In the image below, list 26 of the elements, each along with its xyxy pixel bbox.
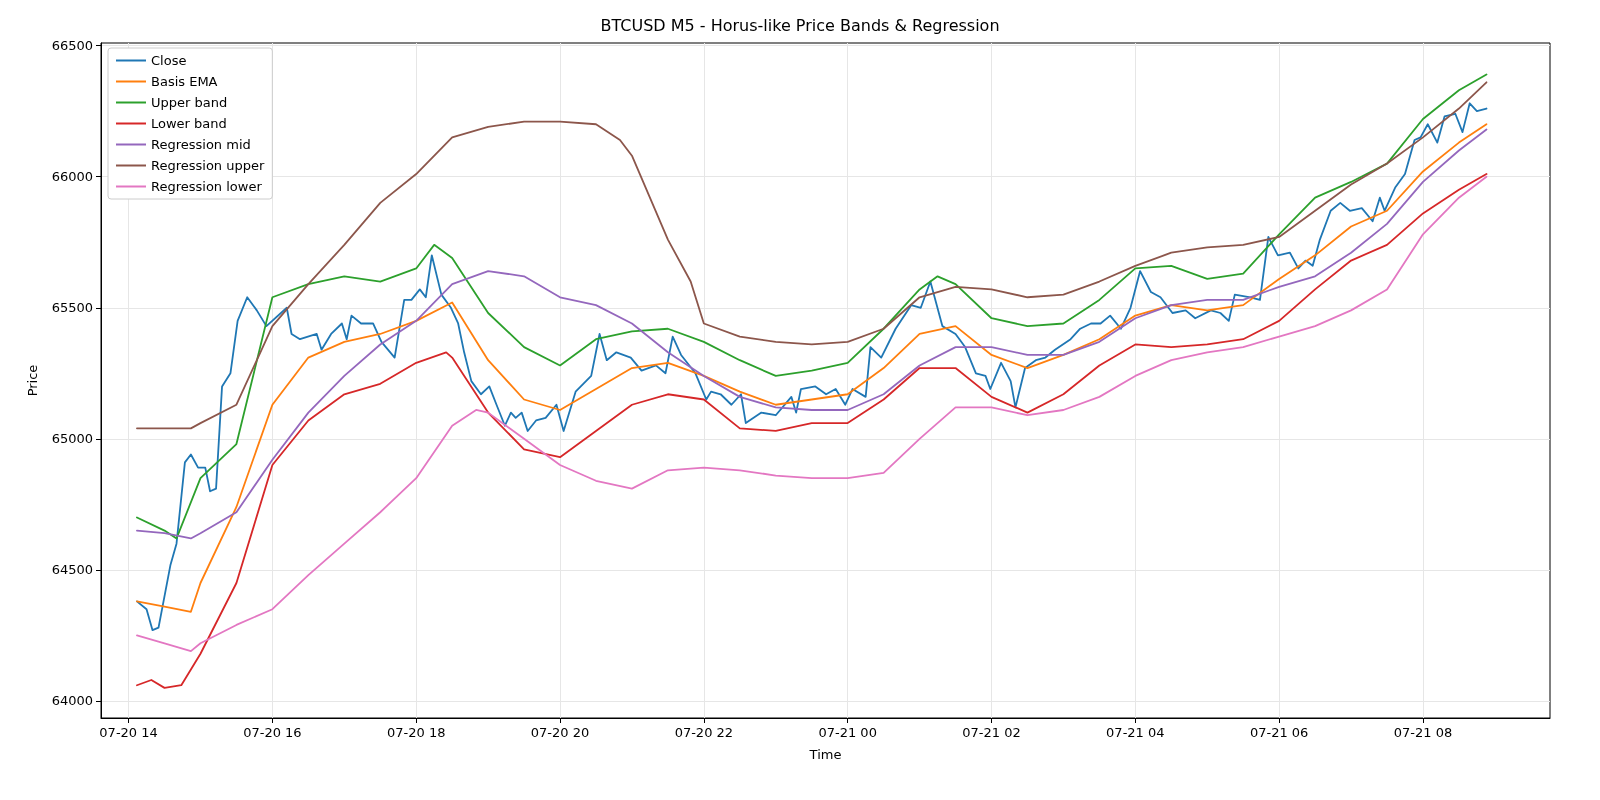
y-tick-label: 65500: [51, 300, 93, 316]
x-tick-label: 07-21 04: [1106, 725, 1165, 740]
y-axis-title: Price: [25, 364, 40, 397]
legend-label: Lower band: [151, 116, 227, 131]
legend-label: Regression lower: [151, 179, 263, 194]
y-tick-label: 64000: [51, 693, 93, 709]
x-tick-label: 07-21 06: [1249, 725, 1309, 740]
x-axis-title: Time: [808, 747, 842, 762]
x-tick-label: 07-20 18: [386, 725, 446, 740]
chart-title: BTCUSD M5 - Horus-like Price Bands & Regression: [600, 15, 1000, 35]
x-tick-label: 07-20 20: [530, 725, 590, 740]
x-tick-label: 07-20 22: [674, 725, 734, 740]
x-tick-label: 07-21 00: [818, 725, 877, 740]
y-tick-label: 66500: [51, 38, 93, 54]
x-tick-label: 07-21 02: [962, 725, 1021, 740]
legend-label: Upper band: [151, 95, 228, 110]
x-tick-label: 07-20 14: [99, 725, 158, 740]
x-tick-label: 07-21 08: [1393, 725, 1453, 740]
legend-label: Regression mid: [151, 137, 251, 152]
x-tick-label: 07-20 16: [243, 725, 302, 740]
legend-label: Regression upper: [151, 158, 265, 173]
y-tick-label: 64500: [51, 562, 93, 578]
y-tick-label: 66000: [51, 169, 93, 185]
y-tick-label: 65000: [51, 431, 93, 447]
legend-label: Close: [151, 53, 187, 68]
legend-label: Basis EMA: [151, 74, 218, 89]
